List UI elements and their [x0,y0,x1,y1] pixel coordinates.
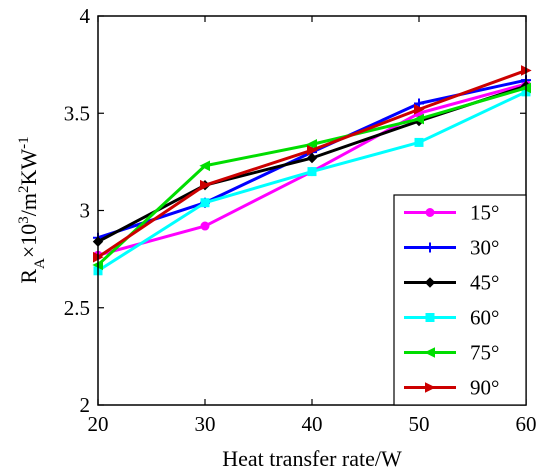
legend-marker [424,277,436,288]
y-label-units-sup: 2 [16,185,32,193]
y-tick-label: 4 [80,4,91,28]
data-point [200,198,210,208]
data-point [306,139,317,150]
legend-box [393,194,527,406]
legend-item: 60° [404,306,499,330]
x-axis-label: Heat transfer rate/W [222,446,402,471]
legend-label: 15° [470,201,499,225]
series-4 [92,82,531,271]
legend-label: 30° [470,236,499,260]
y-tick-label: 3.5 [64,101,90,125]
y-label-sub: A [32,258,48,269]
legend-marker [425,208,435,217]
legend-item: 75° [404,341,499,365]
legend-label: 90° [470,376,499,400]
y-label-units-rest: KW [16,149,41,186]
y-tick-label: 2.5 [64,296,90,320]
data-point [199,160,210,172]
legend-item: 15° [404,201,499,225]
series-layer [92,65,532,276]
legend-marker [425,382,436,393]
x-tick-label: 40 [302,412,323,436]
data-point [200,179,211,191]
data-point [413,113,424,125]
x-tick-label: 50 [409,412,430,436]
data-point [307,144,318,156]
y-label-units: /m [16,193,41,216]
legend: 15° 30° 45° 60° 75° 90° [393,194,527,406]
data-point [306,152,318,164]
data-point [414,104,425,115]
legend-item: 45° [404,271,499,295]
x-tick-label: 60 [516,412,537,436]
y-label-main: R [16,269,41,284]
legend-item: 30° [404,236,499,260]
data-point [200,221,210,231]
y-tick-label: 3 [80,199,91,223]
legend-item: 90° [404,376,499,400]
y-label-units-sup2: -1 [16,136,32,149]
legend-label: 60° [470,306,499,330]
y-tick-label: 2 [80,393,91,417]
y-label-rest: ×10 [16,224,41,258]
legend-label: 75° [470,341,499,365]
data-point [414,137,424,147]
x-tick-label: 20 [88,412,109,436]
axis-ticks: 20 30 40 50 60 2 2.5 3 3.5 4 [64,4,537,436]
x-tick-label: 30 [195,412,216,436]
legend-label: 45° [470,271,499,295]
y-axis-label: RA×103/m2KW-1 [16,136,48,283]
data-point [307,167,317,177]
legend-marker [424,347,435,358]
legend-marker [425,313,435,322]
legend-marker [425,242,435,253]
y-label-sup: 3 [16,216,32,224]
